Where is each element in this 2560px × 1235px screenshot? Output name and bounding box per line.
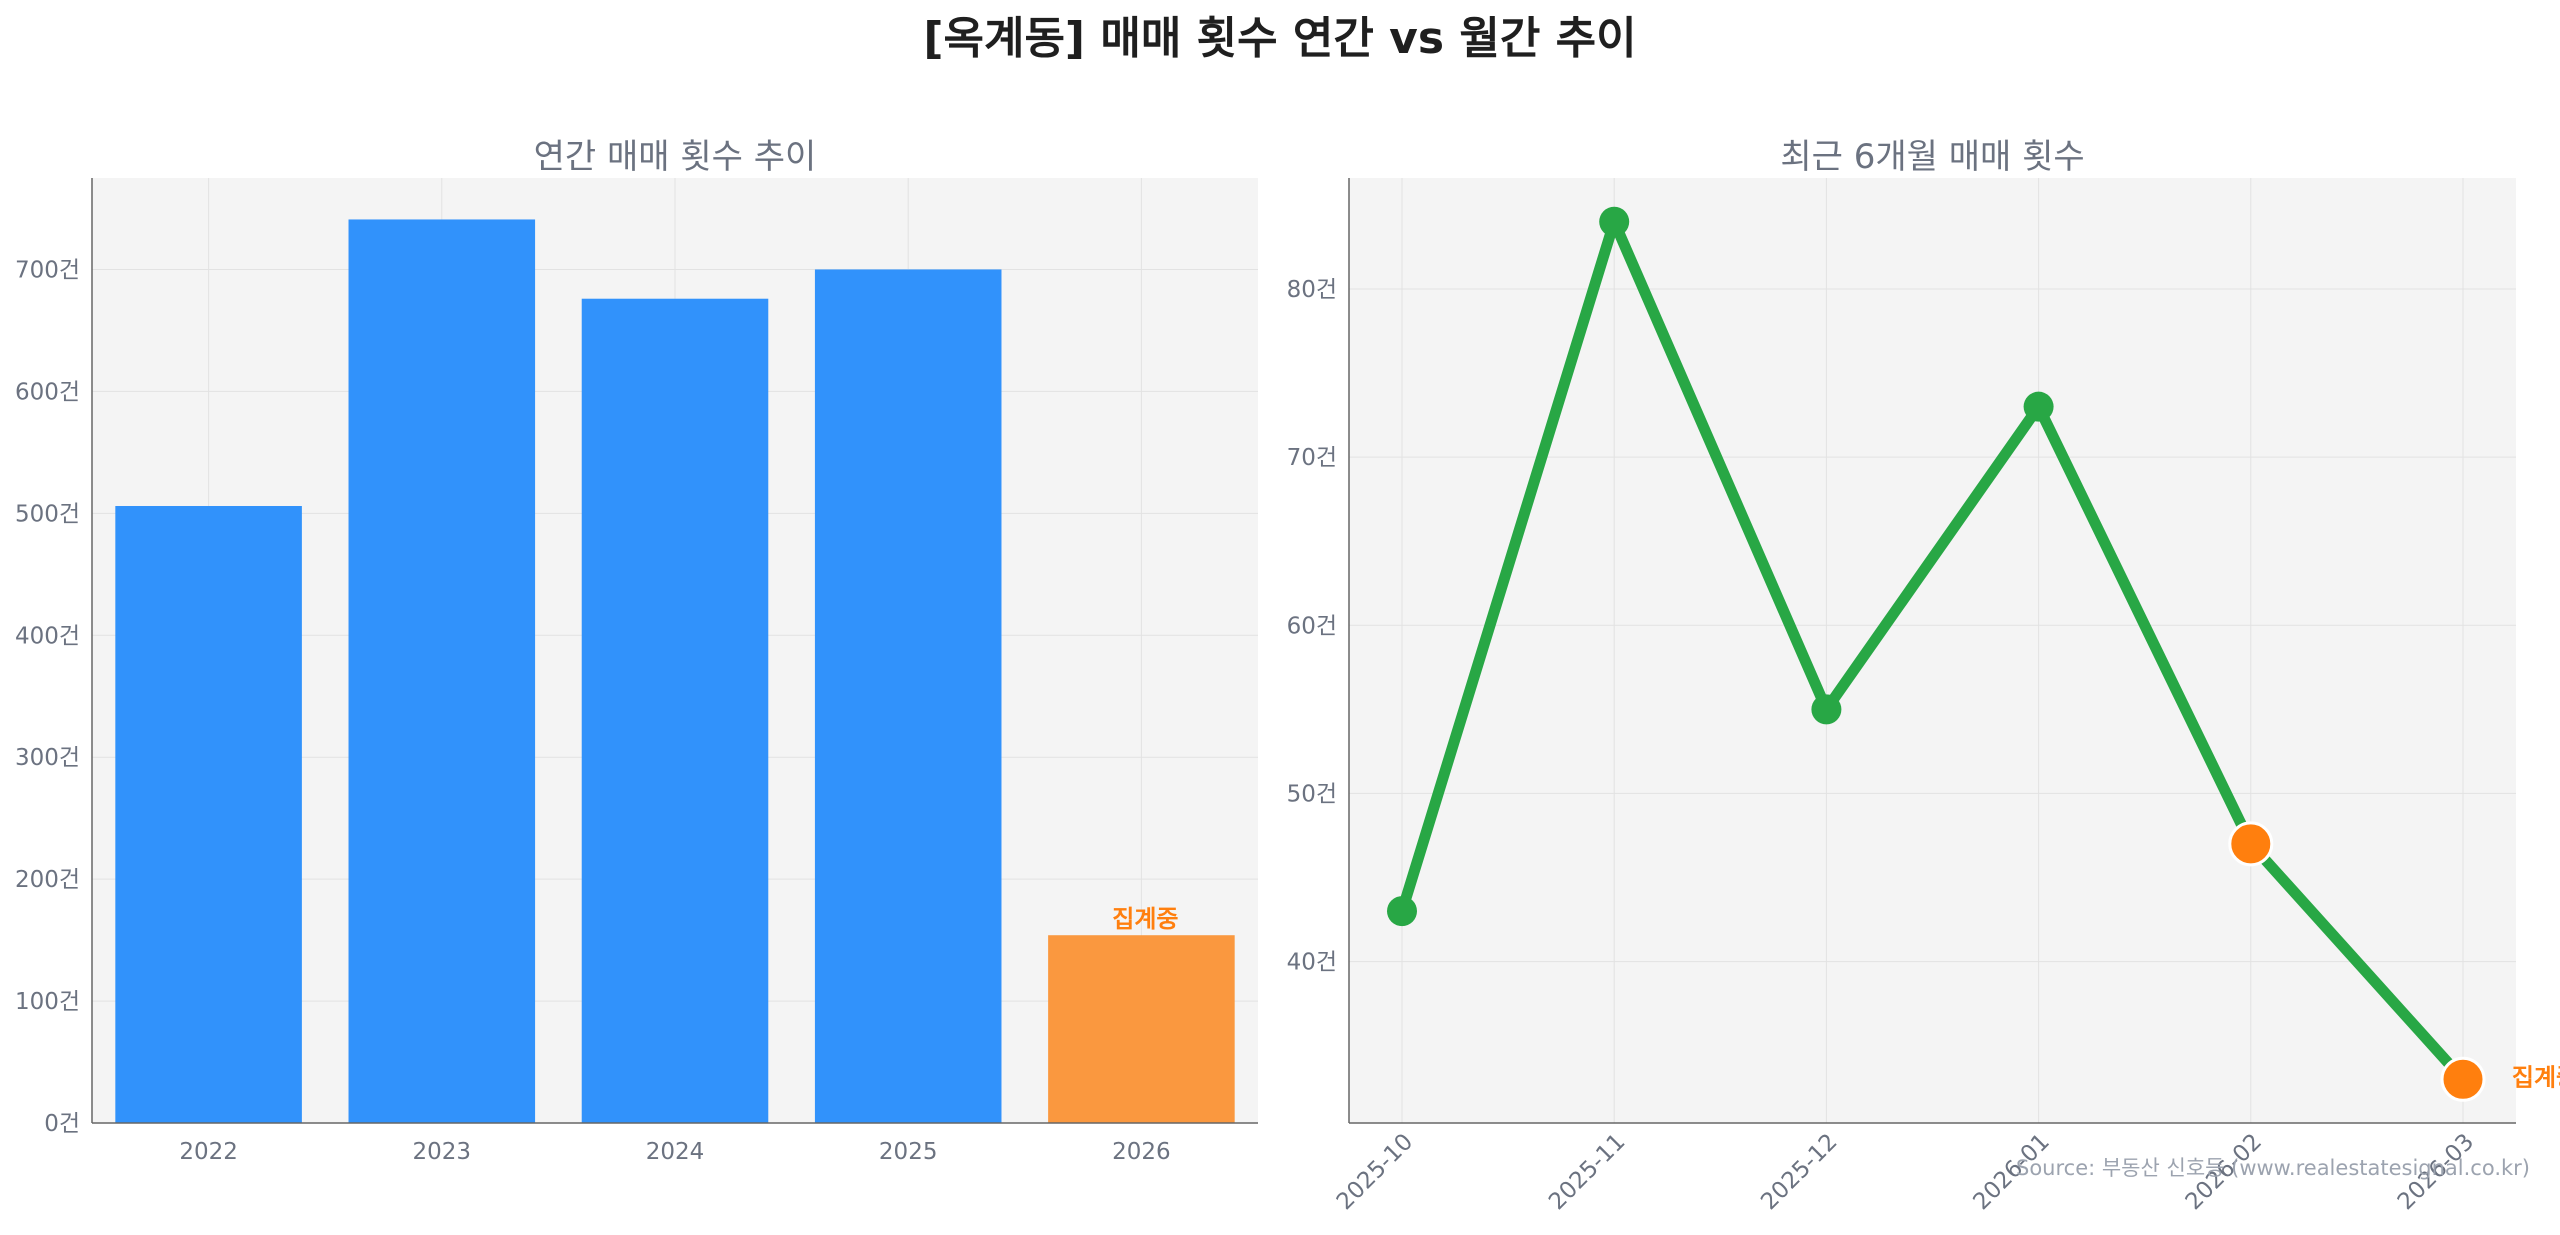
source-note: Source: 부동산 신호등 (www.realestatesignal.co… [2016,1156,2530,1180]
point-pending [2228,821,2274,867]
series-line [1396,216,2469,1085]
y-tick-label: 80건 [1287,277,1337,303]
pending-annotation: 집계중 [1112,905,1178,933]
point [2023,391,2054,422]
y-tick-label: 0건 [44,1111,80,1137]
x-tick-label: 2026 [1112,1139,1171,1165]
point [1387,896,1417,927]
y-tick-label: 70건 [1287,445,1337,471]
y-tick-label: 50건 [1287,781,1337,807]
plot-area [1349,178,2516,1123]
x-tick-label: 2024 [646,1139,705,1165]
x-tick-label: 2025-11 [1544,1129,1630,1215]
chart-title: [옥계동] 매매 횟수 연간 vs 월간 추이 [923,13,1637,64]
y-tick-label: 600건 [15,379,80,405]
subplot-title: 연간 매매 횟수 추이 [534,137,817,177]
y-tick-label: 400건 [15,623,80,649]
monthly-trades-line-chart: 40건50건60건70건80건집계중2025-102025-112025-122… [1287,137,2560,1215]
y-tick-label: 500건 [15,501,80,527]
y-tick-label: 60건 [1287,613,1337,639]
subplot-title: 최근 6개월 매매 횟수 [1780,137,2084,177]
point [1599,206,1630,237]
x-tick-label: 2025-10 [1332,1129,1418,1215]
x-tick-label: 2025 [879,1139,938,1165]
bar [814,269,1002,1123]
x-tick-label: 2022 [179,1139,238,1165]
y-tick-label: 40건 [1287,950,1337,976]
x-tick-label: 2025-12 [1756,1129,1842,1215]
bar [348,219,536,1123]
x-tick-label: 2023 [413,1139,472,1165]
annual-trades-bar-chart: 0건 100건 200건 300건 400건 500건 600건 700건 2022 2023 20… [15,137,1258,1165]
y-tick-label: 100건 [15,989,80,1015]
bar-pending [1048,935,1235,1123]
bar [115,506,302,1123]
y-tick-label: 200건 [15,867,80,893]
y-tick-label: 700건 [15,257,80,283]
bar [581,298,769,1123]
point [1811,694,1842,725]
point-pending [2440,1056,2486,1102]
y-tick-label: 300건 [15,745,80,771]
pending-annotation: 집계중 [2512,1063,2560,1091]
